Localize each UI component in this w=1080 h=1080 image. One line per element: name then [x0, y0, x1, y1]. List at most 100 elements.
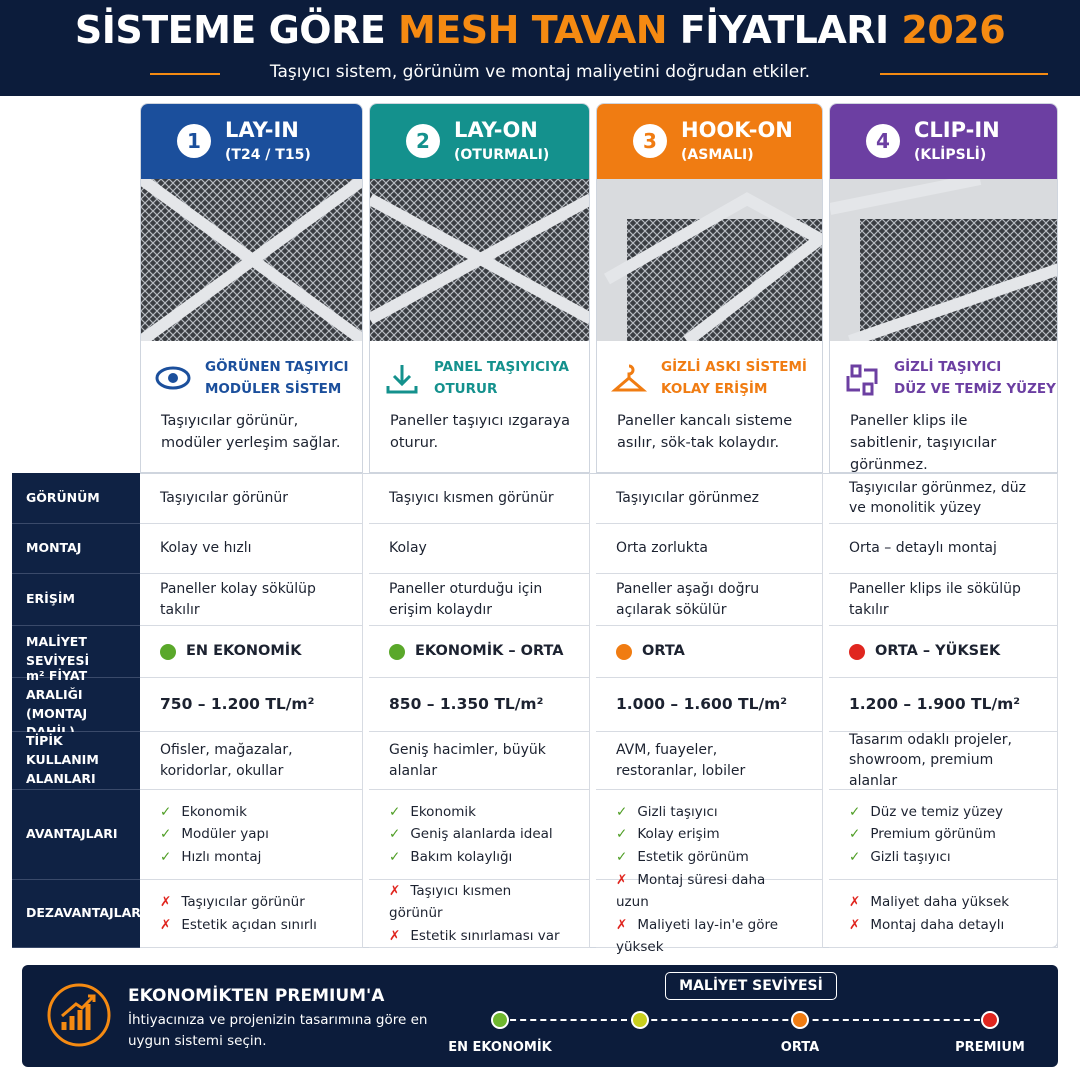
table-cell: 750 – 1.200 TL/m²	[140, 678, 363, 732]
card-photo	[370, 179, 589, 341]
item-text: Ekonomik	[410, 803, 476, 820]
cross: ✗	[389, 927, 401, 944]
card-variant: (T24 / T15)	[225, 147, 311, 163]
table-cell: 1.000 – 1.600 TL/m²	[596, 678, 823, 732]
cost-text: EN EKONOMİK	[186, 642, 302, 659]
feature-text: GÖRÜNEN TAŞIYICI	[205, 359, 349, 375]
cell-text: Taşıyıcılar görünmez, düz ve monolitik y…	[849, 479, 1026, 516]
cross: ✗	[160, 894, 172, 910]
feature-text: MODÜLER SİSTEM	[205, 381, 342, 397]
card-header: 4 CLIP-IN (KLİPSLİ)	[830, 104, 1057, 179]
feature-icon	[384, 362, 422, 398]
list-item: ✓ Ekonomik	[389, 801, 553, 824]
list: ✗ Maliyet daha yüksek ✗ Montaj daha detaylı	[849, 891, 1009, 936]
table-cell: ORTA	[596, 626, 823, 678]
photo	[830, 173, 1057, 347]
check: ✓	[160, 803, 172, 820]
card-header: 1 LAY-IN (T24 / T15)	[141, 104, 362, 179]
feature-text: GİZLİ ASKI SİSTEMİ	[661, 359, 807, 375]
table-cell: Geniş hacimler, büyük alanlar	[369, 732, 590, 790]
item-text: Estetik görünüm	[637, 848, 749, 865]
list-item: ✗ Taşıyıcılar görünür	[160, 891, 317, 914]
cell-text: Kolay	[389, 540, 427, 557]
cell-text: Ofisler, mağazalar, koridorlar, okullar	[160, 742, 293, 779]
cell-text: Tasarım odaklı projeler, showroom, premi…	[849, 732, 1012, 789]
item-text: Kolay erişim	[637, 826, 720, 843]
card-photo	[597, 179, 822, 346]
header	[0, 0, 1080, 96]
item-text: Premium görünüm	[870, 826, 996, 843]
cell-text: AVM, fuayeler, restoranlar, lobiler	[616, 742, 746, 779]
table-cell: 850 – 1.350 TL/m²	[369, 678, 590, 732]
check: ✓	[616, 826, 628, 843]
item-text: Maliyet daha yüksek	[870, 894, 1010, 910]
cell-text: 1.000 – 1.600 TL/m²	[616, 695, 788, 714]
title-start: SİSTEME GÖRE	[74, 8, 386, 52]
table-cell: Taşıyıcılar görünür	[140, 473, 363, 524]
row-label: DEZAVANTAJLARI	[12, 880, 146, 948]
list-item: ✗ Taşıyıcı kısmen görünür	[389, 880, 569, 925]
photo	[597, 179, 822, 346]
scale-title: MALİYET SEVİYESİ	[665, 972, 837, 1000]
cross: ✗	[849, 916, 861, 933]
cost-dot	[389, 643, 405, 660]
title-end: FİYATLARI	[679, 8, 889, 52]
list: ✓ Gizli taşıyıcı ✓ Kolay erişim ✓ Estetik gör…	[616, 801, 749, 869]
icon	[155, 366, 191, 390]
table-cell: Kolay ve hızlı	[140, 524, 363, 574]
item-text: Modüler yapı	[181, 826, 269, 843]
cell-text: 1.200 – 1.900 TL/m²	[849, 695, 1021, 714]
table-cell: ✓ Ekonomik ✓ Modüler yapı ✓ Hızlı montaj	[140, 790, 363, 880]
check: ✓	[389, 803, 401, 820]
cross: ✗	[160, 916, 172, 933]
cell-text: Taşıyıcı kısmen görünür	[389, 489, 554, 506]
table-cell: Paneller klips ile sökülüp takılır	[829, 574, 1058, 626]
card-header: 3 HOOK-ON (ASMALI)	[597, 104, 822, 179]
check: ✓	[160, 848, 172, 865]
list-item: ✗ Maliyeti lay-in'e göre yüksek	[616, 914, 802, 959]
cost-text: EKONOMİK – ORTA	[415, 642, 564, 659]
title: SİSTEME GÖRE MESH TAVAN FİYATLARI 2026	[0, 8, 1080, 52]
system-card: 3 HOOK-ON (ASMALI) GİZLİ ASKI SİSTEMİ KOLAY …	[596, 103, 823, 473]
scale-dot	[981, 1011, 999, 1029]
table-cell: Ofisler, mağazalar, koridorlar, okullar	[140, 732, 363, 790]
scale-dot	[791, 1011, 809, 1029]
cell-text: Taşıyıcılar görünür	[160, 489, 289, 506]
cell-text: 850 – 1.350 TL/m²	[389, 695, 544, 714]
card-number: 2	[406, 124, 440, 158]
item-text: Taşıyıcı kısmen görünür	[389, 882, 512, 922]
table-cell: Tasarım odaklı projeler, showroom, premi…	[829, 732, 1058, 790]
icon	[610, 364, 648, 392]
list-item: ✓ Ekonomik	[160, 801, 269, 824]
check: ✓	[616, 848, 628, 865]
table-cell: Taşıyıcı kısmen görünür	[369, 473, 590, 524]
table-cell: Paneller aşağı doğru açılarak sökülür	[596, 574, 823, 626]
list: ✓ Düz ve temiz yüzey ✓ Premium görünüm ✓ Gizl…	[849, 801, 1003, 869]
icon	[846, 364, 878, 396]
list-item: ✓ Düz ve temiz yüzey	[849, 801, 1003, 824]
subtitle: Taşıyıcı sistem, görünüm ve montaj maliy…	[269, 62, 811, 82]
row-label: m² FİYAT ARALIĞI (MONTAJ DAHİL)	[12, 668, 140, 739]
list: ✗ Montaj süresi daha uzun ✗ Maliyeti lay-in…	[616, 869, 802, 959]
table-cell: Paneller kolay sökülüp takılır	[140, 574, 363, 626]
check: ✓	[389, 826, 401, 843]
cost-text: ORTA – YÜKSEK	[875, 642, 1001, 659]
item-text: Taşıyıcılar görünür	[181, 894, 305, 910]
system-card: 2 LAY-ON (OTURMALI) PANEL TAŞIYICIYA OTURUR P…	[369, 103, 590, 473]
item-text: Bakım kolaylığı	[410, 848, 513, 865]
card-header: 2 LAY-ON (OTURMALI)	[370, 104, 589, 179]
row-label: MONTAJ	[12, 524, 140, 574]
list-item: ✓ Bakım kolaylığı	[389, 846, 553, 869]
list-item: ✓ Premium görünüm	[849, 823, 1003, 846]
title-highlight: MESH TAVAN	[398, 8, 668, 52]
cross: ✗	[849, 894, 861, 910]
list-item: ✓ Kolay erişim	[616, 823, 749, 846]
scale-dot	[631, 1011, 649, 1029]
table-cell: ✗ Maliyet daha yüksek ✗ Montaj daha detaylı	[829, 880, 1058, 948]
footer-title: EKONOMİKTEN PREMIUM'A	[128, 986, 385, 1006]
item-text: Düz ve temiz yüzey	[870, 803, 1004, 820]
list-item: ✗ Estetik sınırlaması var	[389, 925, 569, 948]
card-number: 4	[866, 124, 900, 158]
item-text: Geniş alanlarda ideal	[410, 826, 553, 843]
photo	[141, 174, 362, 346]
